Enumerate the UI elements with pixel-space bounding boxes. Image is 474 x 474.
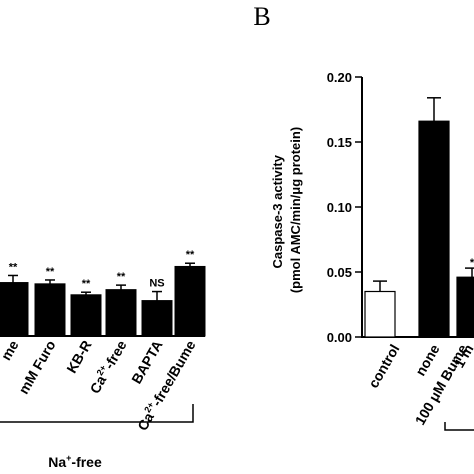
panel-a-bar [174, 265, 206, 337]
panel-a-category-label: KB-R [63, 338, 94, 376]
panel-b-error-bar [373, 280, 387, 292]
panel-b-bar [456, 276, 474, 338]
panel-a-significance-label: ** [9, 261, 18, 273]
panel-a-significance-label: ** [117, 271, 126, 283]
panel-a-significance-label: ** [46, 266, 55, 278]
panel-a-significance-label: NS [149, 278, 164, 290]
panel-b-group-bracket [444, 422, 474, 431]
panel-a-bar [105, 289, 137, 337]
panel-a-error-bar [116, 284, 126, 290]
panel-b-error-bar [465, 267, 474, 278]
panel-a-bar [0, 282, 29, 337]
panel-b-chart: B Caspase-3 activity (pmol AMC/min/μg pr… [253, 2, 474, 431]
panel-b-y-tick-label: 0.15 [327, 135, 352, 150]
panel-a-group-bracket [0, 404, 194, 423]
panel-a-category-label: mM Furo [15, 338, 58, 397]
panel-b-y-axis-label: Caspase-3 activity (pmol AMC/min/μg prot… [270, 127, 303, 293]
panel-b-bar [364, 290, 396, 338]
panel-a-chart: **me**mM Furo**KB-R**Ca2+-freeNSBAPTA**C… [0, 249, 206, 470]
panel-a-category-label: me [0, 337, 22, 363]
panel-b-y-tick-label: 0.00 [327, 330, 352, 345]
panel-b-label: B [253, 2, 270, 31]
panel-b-category-label: control [365, 342, 403, 391]
panel-a-error-bar [81, 291, 91, 295]
panel-a-bar [34, 283, 66, 337]
panel-a-group-label: Na+-free [48, 453, 102, 470]
panel-a-significance-label: ** [186, 249, 195, 261]
panel-b-bar [418, 120, 450, 338]
panel-a-bar [141, 300, 173, 337]
panel-a-error-bar [185, 262, 195, 267]
panel-b-y-tick-label: 0.05 [327, 265, 352, 280]
panel-b-y-tick-label: 0.20 [327, 70, 352, 85]
panel-b-y-tick-label: 0.10 [327, 200, 352, 215]
panel-a-bar [70, 294, 102, 337]
panel-a-error-bar [45, 279, 55, 284]
panel-b-significance-label: * [470, 257, 474, 269]
panel-a-error-bar [8, 274, 18, 283]
panel-b-error-bar [427, 97, 441, 122]
panel-a-significance-label: ** [82, 278, 91, 290]
panel-a-error-bar [152, 290, 162, 301]
